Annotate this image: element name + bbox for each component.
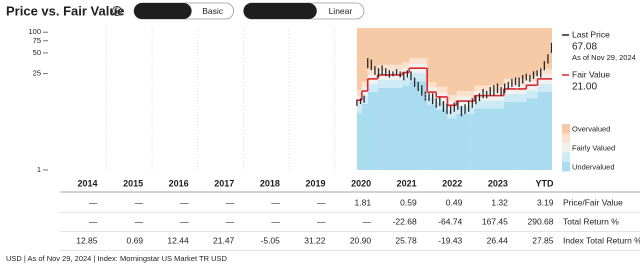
table-cell: 12.85 (76, 235, 98, 245)
table-cell: 290.68 (528, 216, 554, 226)
legend-label: Fair Value (572, 69, 610, 79)
table-cell: 31.22 (304, 235, 326, 245)
table-cell: 21.47 (213, 235, 235, 245)
table-cell: — (271, 197, 280, 207)
table-cell: 20.90 (350, 235, 372, 245)
table-cell: 1.81 (355, 197, 372, 207)
table-cell: 0.69 (127, 235, 144, 245)
legend-label: Undervalued (572, 163, 615, 172)
column-header: 2019 (305, 178, 325, 188)
column-header: 2015 (123, 178, 143, 188)
legend-label: Last Price (572, 29, 610, 39)
table-cell: — (135, 216, 144, 226)
legend-note: As of Nov 29, 2024 (572, 53, 636, 62)
table-cell: — (363, 216, 372, 226)
toggle-active[interactable] (134, 3, 192, 19)
y-tick-label: 25 (33, 69, 41, 78)
table-cell: — (226, 197, 235, 207)
table-cell: — (89, 197, 98, 207)
row-label: Total Return % (563, 216, 619, 226)
toggle-option[interactable]: Advanced (144, 6, 182, 16)
valuation-band (356, 28, 552, 96)
table-cell: — (180, 216, 189, 226)
legend-swatch (562, 124, 570, 134)
table-cell: — (135, 197, 144, 207)
legend-label: Fairly Valued (572, 144, 615, 153)
y-tick-label: 75 (33, 36, 41, 45)
table-cell: -5.05 (261, 235, 281, 245)
table-cell: — (271, 216, 280, 226)
table-cell: — (226, 216, 235, 226)
info-icon[interactable] (112, 6, 122, 16)
table-cell: 12.44 (167, 235, 189, 245)
table-cell: 167.45 (482, 216, 508, 226)
row-label: Price/Fair Value (563, 197, 623, 207)
table-cell: -64.74 (438, 216, 462, 226)
legend-value: 21.00 (572, 82, 597, 93)
table-cell: 1.32 (491, 197, 508, 207)
column-header: 2014 (77, 178, 97, 188)
legend-swatch (562, 133, 570, 143)
legend-swatch (562, 152, 570, 162)
toggle-option[interactable]: Basic (202, 6, 224, 16)
table-cell: — (89, 216, 98, 226)
toggle-option[interactable]: Logarithmic (258, 6, 303, 16)
footer: USD | As of Nov 29, 2024 | Index: Mornin… (6, 254, 228, 263)
legend-label: Overvalued (572, 125, 610, 134)
column-header: 2020 (351, 178, 371, 188)
table-cell: 0.59 (400, 197, 417, 207)
column-header: 2023 (488, 178, 508, 188)
table-cell: 0.49 (446, 197, 463, 207)
table-cell: 27.85 (532, 235, 554, 245)
table-cell: — (317, 216, 326, 226)
y-tick-label: 50 (33, 48, 41, 57)
legend-swatch (562, 143, 570, 153)
table-cell: 25.78 (395, 235, 417, 245)
title: Price vs. Fair Value (6, 3, 125, 18)
column-header: 2022 (442, 178, 462, 188)
toggle-option[interactable]: Linear (329, 6, 353, 16)
table-cell: -22.68 (393, 216, 417, 226)
toggle-active[interactable] (243, 3, 317, 19)
table-cell: — (180, 197, 189, 207)
table-cell: — (317, 197, 326, 207)
y-tick-label: 1 (37, 165, 41, 174)
column-header: 2016 (169, 178, 189, 188)
valuation-band (356, 64, 552, 111)
column-header: 2018 (260, 178, 280, 188)
legend-swatch (562, 162, 570, 172)
row-label: Index Total Return % (563, 235, 640, 245)
plot-area (356, 28, 552, 170)
valuation-band (356, 73, 552, 119)
table-cell: 3.19 (537, 197, 554, 207)
legend-value: 67.08 (572, 42, 597, 53)
valuation-band (356, 81, 552, 170)
column-header: 2021 (397, 178, 417, 188)
y-tick-label: 100 (28, 27, 41, 36)
column-header: 2017 (214, 178, 234, 188)
table-cell: -19.43 (438, 235, 462, 245)
column-header: YTD (536, 178, 555, 188)
table-cell: 26.44 (487, 235, 509, 245)
